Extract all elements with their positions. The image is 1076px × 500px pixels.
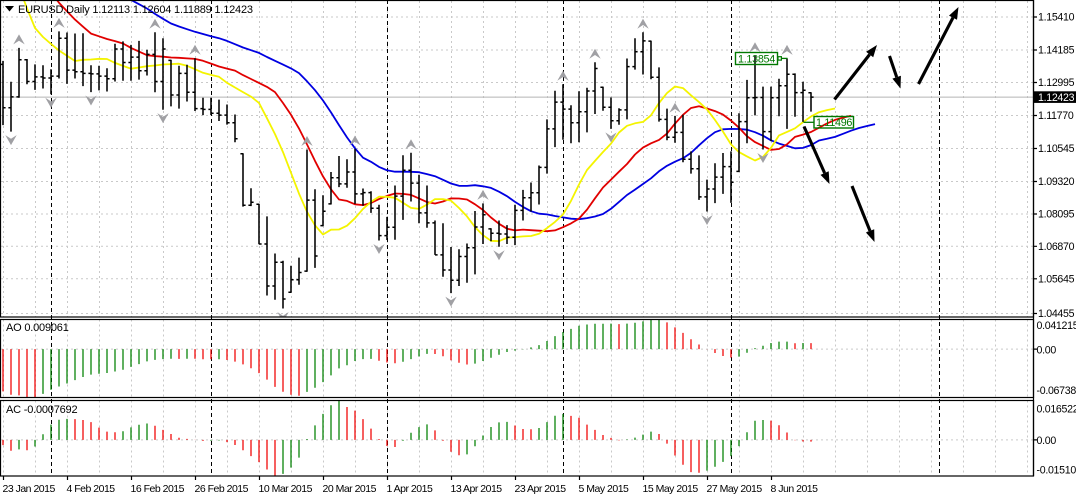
svg-text:-0.015108: -0.015108	[1037, 465, 1076, 477]
svg-text:1.05645: 1.05645	[1038, 274, 1075, 286]
svg-text:-0.067384: -0.067384	[1037, 385, 1076, 397]
svg-text:1.13854: 1.13854	[738, 53, 775, 65]
svg-text:1.04455: 1.04455	[1038, 308, 1075, 320]
svg-text:8 Jun 2015: 8 Jun 2015	[771, 483, 819, 495]
svg-text:1 Apr 2015: 1 Apr 2015	[387, 483, 433, 495]
svg-text:1.10545: 1.10545	[1038, 143, 1075, 155]
svg-text:AC -0.0007692: AC -0.0007692	[6, 404, 77, 416]
svg-text:20 Mar 2015: 20 Mar 2015	[323, 483, 377, 495]
svg-text:1.11770: 1.11770	[1038, 110, 1074, 122]
svg-text:23 Apr 2015: 23 Apr 2015	[515, 483, 567, 495]
svg-text:1.11496: 1.11496	[816, 117, 852, 129]
svg-text:0.041215: 0.041215	[1037, 320, 1076, 332]
svg-text:13 Apr 2015: 13 Apr 2015	[451, 483, 503, 495]
svg-text:27 May 2015: 27 May 2015	[707, 483, 763, 495]
svg-text:1.15410: 1.15410	[1038, 12, 1075, 24]
svg-text:10 Mar 2015: 10 Mar 2015	[259, 483, 313, 495]
svg-text:1.14185: 1.14185	[1038, 45, 1075, 57]
svg-text:1.12995: 1.12995	[1038, 77, 1075, 89]
svg-text:23 Jan 2015: 23 Jan 2015	[3, 483, 56, 495]
svg-text:15 May 2015: 15 May 2015	[643, 483, 699, 495]
svg-text:5 May 2015: 5 May 2015	[579, 483, 630, 495]
svg-text:AO 0.009061: AO 0.009061	[6, 322, 69, 334]
svg-text:1.08095: 1.08095	[1038, 209, 1075, 221]
svg-text:0.0165228: 0.0165228	[1037, 404, 1076, 416]
svg-text:4 Feb 2015: 4 Feb 2015	[67, 483, 116, 495]
svg-text:1.12423: 1.12423	[1038, 92, 1075, 104]
svg-text:0.00: 0.00	[1037, 435, 1057, 447]
svg-text:26 Feb 2015: 26 Feb 2015	[195, 483, 249, 495]
svg-text:EURUSD,Daily 1.12113 1.12604: EURUSD,Daily 1.12113 1.12604 1.11889 1.1…	[18, 4, 253, 16]
svg-text:1.06870: 1.06870	[1038, 241, 1075, 253]
svg-text:1.09320: 1.09320	[1038, 176, 1075, 188]
svg-text:16 Feb 2015: 16 Feb 2015	[131, 483, 185, 495]
svg-text:0.00: 0.00	[1037, 344, 1057, 356]
